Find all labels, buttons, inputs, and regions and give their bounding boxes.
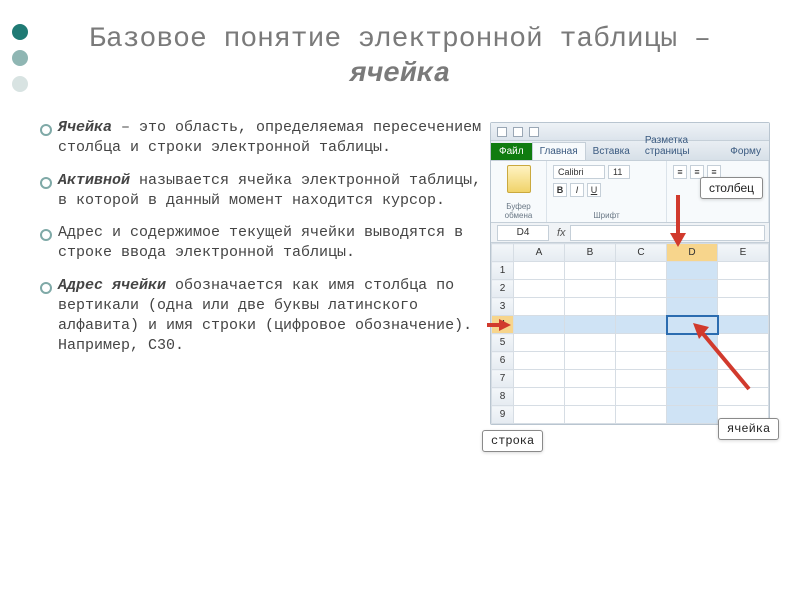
title-text: Базовое понятие электронной таблицы –	[89, 24, 711, 55]
bullet-3-text: Адрес и содержимое текущей ячейки выводя…	[58, 224, 463, 261]
callout-cell: ячейка	[718, 418, 779, 440]
tab-insert[interactable]: Вставка	[586, 143, 638, 160]
row-header-3[interactable]: 3	[492, 298, 514, 316]
row-header-6[interactable]: 6	[492, 352, 514, 370]
bullet-4-bold: Адрес ячейки	[58, 277, 166, 294]
qat-icon	[513, 127, 523, 137]
group-font: Calibri 11 B I U Шрифт	[547, 161, 667, 222]
tab-layout[interactable]: Разметка страницы	[638, 132, 723, 160]
callout-row: строка	[482, 430, 543, 452]
paste-icon[interactable]	[507, 165, 531, 193]
col-header-E[interactable]: E	[718, 244, 769, 262]
font-size-box[interactable]: 11	[608, 165, 630, 179]
dot-1	[12, 24, 28, 40]
group-font-label: Шрифт	[553, 211, 660, 220]
bullet-1: Ячейка – это область, определяемая перес…	[40, 118, 490, 159]
deco-dots	[12, 24, 28, 92]
qat-icon	[529, 127, 539, 137]
bullet-3: Адрес и содержимое текущей ячейки выводя…	[40, 223, 490, 264]
col-header-B[interactable]: B	[565, 244, 616, 262]
corner-header[interactable]	[492, 244, 514, 262]
row-header-1[interactable]: 1	[492, 262, 514, 280]
bullet-2: Активной называется ячейка электронной т…	[40, 171, 490, 212]
bullet-list: Ячейка – это область, определяемая перес…	[40, 118, 490, 357]
title-emph: ячейка	[350, 59, 451, 90]
arrow-row-icon	[487, 315, 513, 335]
ribbon-body: Буфер обмена Calibri 11 B I U	[491, 161, 769, 223]
dot-3	[12, 76, 28, 92]
font-name-box[interactable]: Calibri	[553, 165, 605, 179]
col-header-A[interactable]: A	[514, 244, 565, 262]
bullet-1-bold: Ячейка	[58, 119, 112, 136]
fx-icon[interactable]: fx	[557, 227, 566, 239]
bullet-4: Адрес ячейки обозначается как имя столбц…	[40, 276, 490, 357]
arrow-cell-icon	[689, 319, 759, 399]
col-header-C[interactable]: C	[616, 244, 667, 262]
underline-button[interactable]: U	[587, 183, 601, 197]
tab-file[interactable]: Файл	[491, 143, 532, 160]
dot-2	[12, 50, 28, 66]
bullet-1-text: – это область, определяемая пересечением…	[58, 119, 481, 156]
excel-column: Файл Главная Вставка Разметка страницы Ф…	[490, 118, 790, 425]
row-header-9[interactable]: 9	[492, 406, 514, 424]
row-header-8[interactable]: 8	[492, 388, 514, 406]
ribbon-tabs: Файл Главная Вставка Разметка страницы Ф…	[491, 141, 769, 161]
tab-formulas[interactable]: Форму	[723, 143, 769, 160]
group-clipboard: Буфер обмена	[491, 161, 547, 222]
grid-area: A B C D E 1 2 3 4 5 6 7 8 9	[491, 243, 769, 424]
content-row: Ячейка – это область, определяемая перес…	[0, 100, 800, 425]
bullet-2-bold: Активной	[58, 172, 130, 189]
row-header-7[interactable]: 7	[492, 370, 514, 388]
row-header-5[interactable]: 5	[492, 334, 514, 352]
align-button[interactable]: ≡	[673, 165, 687, 179]
italic-button[interactable]: I	[570, 183, 584, 197]
quick-access-toolbar	[491, 123, 769, 141]
arrow-column-icon	[663, 195, 693, 249]
bold-button[interactable]: B	[553, 183, 567, 197]
callout-column: столбец	[700, 177, 763, 199]
page-title: Базовое понятие электронной таблицы – яч…	[0, 0, 800, 100]
name-fx-row: D4 fx	[491, 223, 769, 243]
qat-icon	[497, 127, 507, 137]
row-header-2[interactable]: 2	[492, 280, 514, 298]
name-box[interactable]: D4	[497, 225, 549, 241]
bullets-column: Ячейка – это область, определяемая перес…	[0, 118, 490, 425]
excel-mock: Файл Главная Вставка Разметка страницы Ф…	[490, 122, 770, 425]
group-clipboard-label: Буфер обмена	[497, 202, 540, 220]
tab-home[interactable]: Главная	[532, 142, 586, 160]
